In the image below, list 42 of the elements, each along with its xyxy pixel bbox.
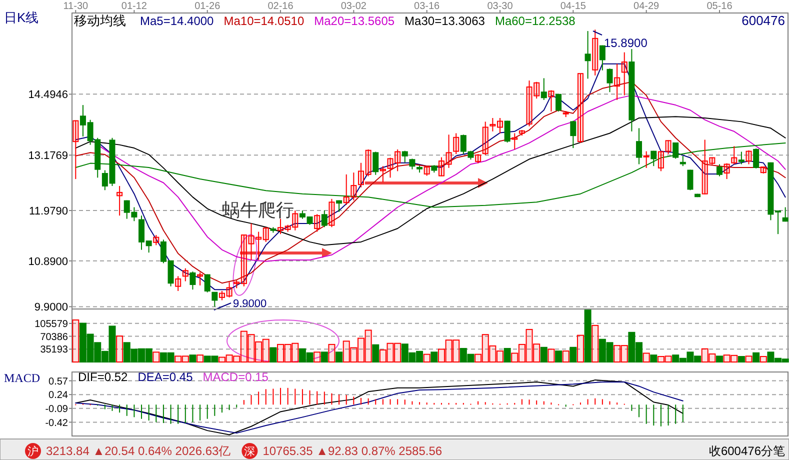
text: Ma30=13.3063: [404, 14, 486, 28]
series-label: DIF=0.52: [78, 370, 128, 384]
x-tick-label: 04-15: [560, 1, 586, 12]
x-tick-label: 01-12: [121, 1, 148, 12]
series-label: MACD=0.15: [202, 370, 269, 384]
text: Ma10=14.0510: [224, 14, 304, 28]
text: 10765.35 ▲92.83 0.87% 2585.56: [262, 444, 442, 458]
y-tick-label: 70386: [40, 332, 68, 343]
y-tick-label: 35193: [40, 344, 68, 356]
x-tick-label: 01-26: [194, 1, 221, 12]
y-tick-label: 9.9000: [34, 302, 68, 314]
x-tick-label: 02-16: [268, 1, 294, 12]
text: DEA=0.45: [138, 370, 194, 384]
badge: 沪: [25, 443, 41, 459]
y-tick-label: 11.9790: [29, 205, 68, 218]
y-tick-label: 0.57: [48, 376, 68, 388]
text: 3213.84 ▲20.54 0.64% 2026.63亿: [46, 444, 231, 458]
y-tick-label: 14.4946: [28, 89, 68, 102]
x-tick-label: 05-16: [706, 1, 733, 12]
badge: 深: [242, 443, 258, 459]
annotation: 蜗牛爬行: [222, 200, 294, 220]
text: Ma60=12.2538: [494, 14, 576, 28]
annotation: 15.8900: [604, 36, 648, 50]
y-tick-label: -0.09: [45, 404, 68, 415]
y-tick-label: 0.24: [48, 390, 68, 402]
annotation: 600476: [742, 13, 785, 28]
text: 收600476分笔: [708, 444, 785, 458]
x-tick-label: 11-30: [63, 1, 89, 12]
text: Ma20=13.5605: [314, 14, 395, 28]
x-tick-label: 03-16: [414, 1, 440, 12]
chart-subtitle: 移动均线: [74, 13, 126, 28]
chart-title: MACD: [4, 371, 40, 385]
y-tick-label: 13.1769: [28, 150, 68, 162]
y-tick-label: -0.42: [45, 418, 68, 429]
text: Ma5=14.4000: [140, 14, 214, 28]
chart-title: 日K线: [4, 10, 39, 25]
x-tick-label: 03-02: [340, 1, 367, 12]
x-tick-label: 04-29: [634, 1, 660, 12]
x-tick-label: 03-30: [487, 1, 514, 12]
y-tick-label: 10.8900: [28, 256, 68, 268]
annotation: 9.9000: [233, 298, 267, 310]
y-tick-label: 105579: [34, 319, 68, 330]
